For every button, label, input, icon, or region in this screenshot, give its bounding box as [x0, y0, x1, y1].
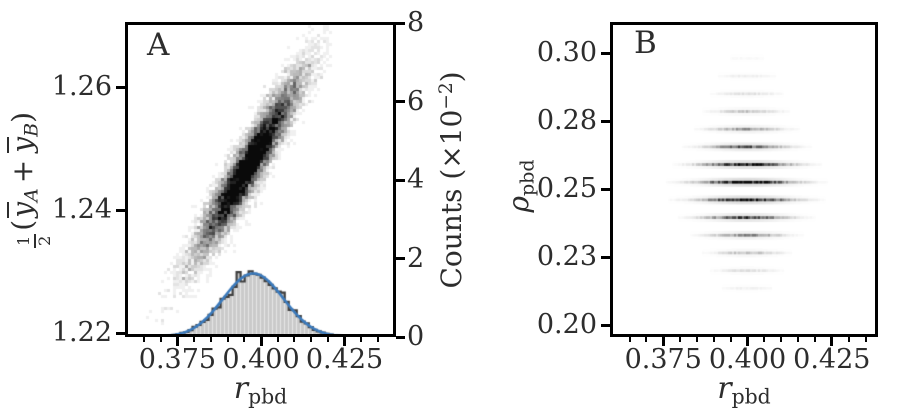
panel-a-left-y-tick-label: 1.26: [51, 71, 112, 103]
panel-a-left-y-tick-label: 1.22: [51, 317, 112, 349]
panel-a-x-minor-tick: [209, 337, 212, 342]
panel-a-left-y-major-tick: [116, 331, 125, 335]
panel-a-right-y-major-tick: [396, 257, 405, 261]
panel-a-right-y-major-tick: [396, 100, 405, 104]
panel-b-left-y-tick-label: 0.23: [536, 241, 597, 273]
panel-b-x-major-tick: [661, 337, 665, 346]
panel-b-x-minor-tick: [679, 337, 682, 342]
panel-b-x-minor-tick: [780, 337, 783, 342]
panel-b-x-major-tick: [746, 337, 750, 346]
panel-a-x-major-tick: [259, 337, 263, 346]
panel-a-x-minor-tick: [226, 337, 229, 342]
ybar-b: y: [6, 136, 39, 153]
panel-a-x-minor-tick: [376, 337, 379, 342]
panel-a-x-minor-tick: [310, 337, 313, 342]
panel-a-x-minor-tick: [243, 337, 246, 342]
panel-a-left-y-major-tick: [116, 208, 125, 212]
panel-a-right-y-tick-label: 4: [407, 164, 425, 196]
panel-b-left-y-major-tick: [601, 187, 610, 191]
panel-a-right-y-tick-label: 8: [407, 7, 425, 39]
panel-b-x-tick-label: 0.400: [708, 344, 787, 375]
panel-a-plot-area: A: [125, 22, 396, 337]
panel-a-x-major-tick: [175, 337, 179, 346]
panel-b-x-tick-label: 0.425: [793, 344, 871, 375]
xaxis-sub-a: pbd: [248, 384, 288, 409]
panel-a-x-minor-tick: [276, 337, 279, 342]
panel-a-left-y-tick-label: 1.24: [51, 194, 112, 226]
panel-b-x-minor-tick: [628, 337, 631, 342]
panel-b-left-y-major-tick: [601, 119, 610, 123]
panel-b-left-y-major-tick: [601, 255, 610, 259]
panel-b-x-minor-tick: [813, 337, 816, 342]
panel-a-right-y-tick-label: 0: [407, 321, 425, 352]
panel-a-right-y-tick-label: 6: [407, 85, 425, 117]
panel-a-right-y-major-tick: [396, 21, 405, 25]
xaxis-sub-b: pbd: [731, 384, 771, 409]
panel-b-x-minor-tick: [797, 337, 800, 342]
panel-b-x-minor-tick: [645, 337, 648, 342]
panel-a-x-minor-tick: [193, 337, 196, 342]
panel-b-x-tick-label: 0.375: [624, 344, 702, 375]
panel-b-x-minor-tick: [729, 337, 732, 342]
panel-b-left-y-major-tick: [601, 51, 610, 55]
panel-a-x-tick-label: 0.425: [305, 344, 384, 375]
panel-b-x-minor-tick: [712, 337, 715, 342]
panel-b-x-minor-tick: [763, 337, 766, 342]
panel-b-density-canvas: [610, 22, 878, 337]
panel-b-x-minor-tick: [695, 337, 698, 342]
panel-a-density-canvas: [125, 22, 396, 337]
panel-a-right-y-major-tick: [396, 178, 405, 182]
panel-b-left-y-tick-label: 0.28: [536, 105, 597, 136]
panel-b-letter: B: [634, 25, 657, 61]
panel-b-left-y-major-tick: [601, 323, 610, 327]
panel-a-x-minor-tick: [360, 337, 363, 342]
panel-a-xaxis-title: rpbd: [125, 372, 396, 408]
panel-b-left-y-tick-label: 0.20: [536, 309, 597, 341]
panel-a-x-minor-tick: [293, 337, 296, 342]
panel-b-left-y-tick-label: 0.30: [536, 37, 597, 68]
panel-a-letter: A: [147, 27, 170, 63]
panel-b-x-major-tick: [830, 337, 834, 346]
panel-b-left-y-tick-label: 0.25: [536, 173, 597, 205]
panel-a-yaxis-title: 1 2 (yA+yB): [6, 111, 55, 249]
panel-a-right-y-major-tick: [396, 335, 405, 339]
panel-a-x-minor-tick: [159, 337, 162, 342]
panel-a-left-y-major-tick: [116, 85, 125, 89]
panel-a-x-tick-label: 0.400: [222, 344, 300, 375]
xaxis-var-a: r: [233, 371, 249, 406]
panel-b-xaxis-title: rpbd: [610, 372, 878, 408]
xaxis-var-b: r: [717, 371, 732, 406]
panel-a-x-tick-label: 0.375: [138, 344, 217, 375]
panel-b-x-minor-tick: [847, 337, 850, 342]
panel-b-x-minor-tick: [864, 337, 867, 342]
panel-b-plot-area: B: [610, 22, 878, 337]
panel-a-x-minor-tick: [143, 337, 146, 342]
panel-a-right-y-tick-label: 2: [407, 242, 425, 274]
panel-a-x-major-tick: [343, 337, 347, 346]
panel-a-x-minor-tick: [326, 337, 329, 342]
